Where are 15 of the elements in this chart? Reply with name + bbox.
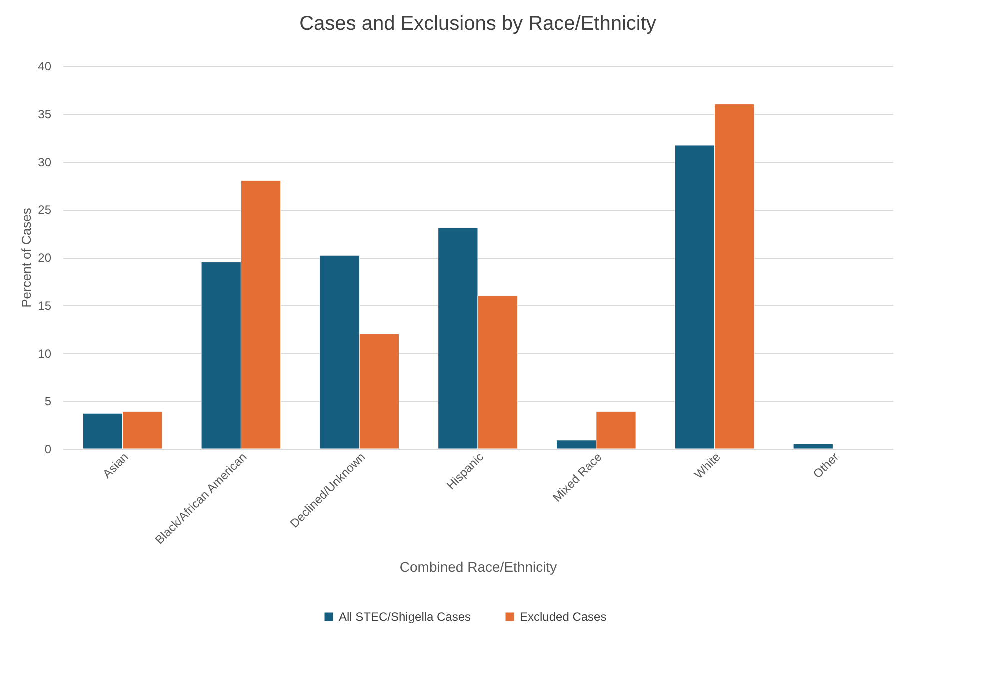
bar: [793, 444, 834, 450]
y-tick-label: 40: [38, 60, 52, 74]
x-axis-title: Combined Race/Ethnicity: [400, 558, 558, 575]
y-tick-label: 10: [38, 346, 52, 361]
chart-title: Cases and Exclusions by Race/Ethnicity: [300, 13, 656, 35]
y-tick-label: 5: [44, 394, 52, 409]
y-tick-label: 30: [38, 155, 52, 170]
y-tick-label: 20: [38, 251, 52, 265]
y-tick-label: 15: [38, 298, 52, 313]
y-tick-label: 25: [38, 203, 52, 218]
y-axis-title: Percent of Cases: [19, 208, 34, 308]
y-tick-label: 35: [38, 107, 52, 122]
legend-label: All STEC/Shigella Cases: [339, 610, 472, 624]
legend-label: Excluded Cases: [520, 610, 607, 624]
y-tick-label: 0: [44, 442, 52, 456]
